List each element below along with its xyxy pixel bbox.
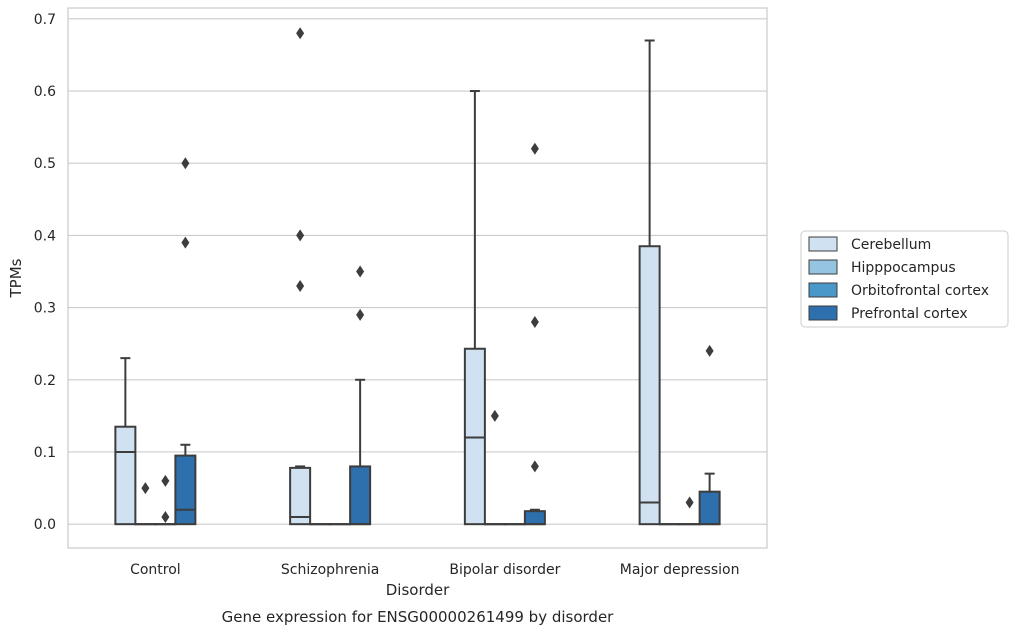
legend-swatch (808, 305, 838, 321)
box-group (698, 472, 721, 526)
outlier-point (161, 474, 170, 487)
outlier-point (530, 142, 539, 155)
x-tick-label: Bipolar disorder (449, 562, 560, 578)
y-tick-labels: 0.0 0.1 0.2 0.3 0.4 0.5 0.6 0.7 (34, 12, 56, 533)
y-tick-label: 0.0 (34, 517, 56, 533)
y-axis-label: TPMs (7, 258, 25, 298)
y-tick-label: 0.1 (34, 445, 56, 461)
box (698, 490, 721, 526)
outlier-point (356, 265, 365, 278)
legend-label: Hipppocampus (851, 260, 956, 276)
x-tick-label: Control (130, 562, 181, 578)
y-tick-label: 0.7 (34, 12, 56, 28)
x-tick-labels: Control Schizophrenia Bipolar disorder Majo… (130, 562, 739, 578)
box (289, 466, 312, 526)
outlier-point (161, 510, 170, 523)
legend: Cerebellum Hipppocampus Orbitofrontal cort… (800, 230, 1009, 328)
outlier-point (685, 496, 694, 509)
box-group (289, 465, 312, 526)
x-tick-label: Major depression (620, 562, 740, 578)
box (638, 245, 661, 526)
legend-swatch (808, 282, 838, 298)
x-tick-label: Schizophrenia (281, 562, 379, 578)
y-tick-label: 0.5 (34, 156, 56, 172)
box-group (463, 90, 486, 526)
outlier-point (296, 279, 305, 292)
plot-frame (67, 7, 768, 549)
box (114, 425, 137, 526)
outlier-point (181, 157, 190, 170)
box-group (114, 357, 137, 526)
outlier-point (530, 460, 539, 473)
y-tick-label: 0.2 (34, 373, 56, 389)
box (463, 347, 486, 526)
y-tick-label: 0.4 (34, 228, 56, 244)
legend-swatch (808, 259, 838, 275)
legend-label: Orbitofrontal cortex (851, 283, 989, 299)
grid-lines (68, 18, 767, 525)
legend-frame (800, 230, 1009, 328)
box (523, 510, 546, 526)
outliers (141, 27, 714, 523)
box-group (638, 39, 661, 526)
legend-swatch (808, 236, 838, 252)
box-group (174, 443, 197, 526)
box (349, 465, 372, 526)
legend-label: Prefrontal cortex (851, 306, 968, 322)
legend-label: Cerebellum (851, 237, 931, 253)
y-tick-label: 0.3 (34, 301, 56, 317)
y-tick-label: 0.6 (34, 84, 56, 100)
outlier-point (705, 344, 714, 357)
boxes (114, 39, 721, 526)
box (174, 454, 197, 526)
box-group (523, 508, 546, 526)
outlier-point (490, 409, 499, 422)
x-axis-label: Disorder (386, 581, 450, 599)
outlier-point (296, 229, 305, 242)
outlier-point (141, 482, 150, 495)
outlier-point (296, 27, 305, 40)
outlier-point (530, 316, 539, 329)
chart-caption: Gene expression for ENSG00000261499 by d… (222, 608, 615, 626)
outlier-point (181, 236, 190, 249)
box-group (349, 378, 372, 526)
outlier-point (356, 308, 365, 321)
